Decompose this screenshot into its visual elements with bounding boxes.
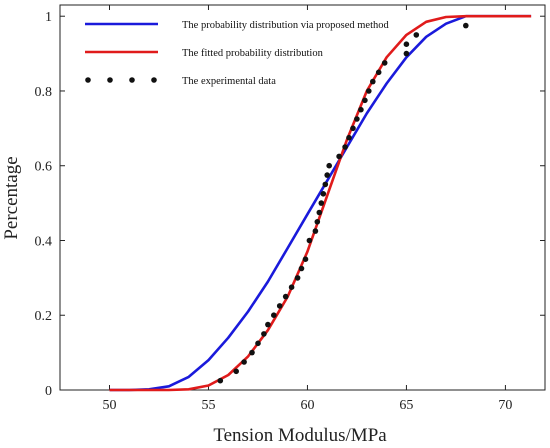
experimental-data-point bbox=[463, 22, 469, 29]
experimental-data-point bbox=[282, 293, 289, 300]
y-axis-title: Percentage bbox=[1, 156, 22, 239]
series-layer bbox=[109, 14, 532, 392]
experimental-data-point bbox=[324, 172, 331, 178]
x-tick-label: 70 bbox=[498, 398, 512, 413]
experimental-data-point bbox=[271, 312, 277, 319]
experimental-data-point bbox=[403, 50, 410, 57]
experimental-data-point bbox=[346, 134, 352, 141]
legend: The probability distribution via propose… bbox=[85, 20, 390, 87]
experimental-data-point bbox=[362, 97, 368, 104]
experimental-data-point bbox=[249, 349, 255, 356]
experimental-data-point bbox=[354, 116, 360, 122]
experimental-data-point bbox=[261, 331, 267, 337]
y-tick-label: 0.2 bbox=[35, 309, 53, 324]
experimental-data-point bbox=[375, 69, 382, 76]
experimental-data-point bbox=[326, 162, 333, 169]
experimental-data-point bbox=[312, 228, 319, 234]
y-tick-label: 0.8 bbox=[35, 85, 53, 100]
experimental-data-point bbox=[358, 106, 364, 113]
x-axis-ticks: 50 55 60 65 70 bbox=[102, 5, 512, 413]
experimental-data-point bbox=[241, 359, 247, 365]
experimental-data-point bbox=[298, 265, 305, 272]
y-tick-label: 1 bbox=[45, 10, 52, 25]
experimental-data-point bbox=[320, 191, 327, 197]
experimental-data-point bbox=[350, 125, 356, 132]
experimental-data-point bbox=[294, 275, 301, 281]
experimental-data-point bbox=[233, 368, 239, 375]
experimental-data-point bbox=[288, 284, 295, 291]
x-tick-label: 50 bbox=[102, 398, 116, 413]
x-tick-label: 55 bbox=[201, 398, 215, 413]
experimental-data-point bbox=[316, 209, 323, 216]
experimental-data-point bbox=[381, 60, 388, 66]
experimental-data-point bbox=[336, 153, 342, 160]
y-tick-label: 0 bbox=[45, 384, 52, 399]
experimental-data-point bbox=[302, 256, 309, 263]
y-tick-label: 0.4 bbox=[35, 234, 53, 249]
y-axis-ticks: 0 0.2 0.4 0.6 0.8 1 bbox=[35, 10, 545, 399]
legend-swatch-dot bbox=[151, 77, 157, 83]
experimental-data-point bbox=[217, 377, 224, 384]
x-tick-label: 60 bbox=[300, 398, 314, 413]
experimental-data-point bbox=[342, 144, 348, 150]
experimental-data-point bbox=[413, 32, 420, 38]
legend-label: The experimental data bbox=[182, 76, 276, 87]
experimental-data-point bbox=[314, 219, 321, 225]
legend-label: The probability distribution via propose… bbox=[182, 20, 390, 31]
experimental-data-point bbox=[306, 237, 313, 244]
legend-label: The fitted probability distribution bbox=[182, 48, 324, 59]
experimental-data-point bbox=[255, 340, 261, 347]
legend-swatch-dot bbox=[107, 77, 113, 83]
legend-swatch-dot bbox=[129, 77, 135, 83]
x-tick-label: 65 bbox=[399, 398, 413, 413]
experimental-data-point bbox=[322, 181, 329, 188]
legend-swatch-dot bbox=[85, 77, 91, 83]
experimental-data-point bbox=[318, 200, 325, 206]
y-tick-label: 0.6 bbox=[35, 160, 53, 175]
experimental-data-point bbox=[366, 88, 372, 94]
plot-frame bbox=[59, 4, 546, 391]
proposed-method-curve bbox=[109, 14, 532, 392]
experimental-data-point bbox=[265, 321, 271, 328]
experimental-data-point bbox=[370, 78, 376, 85]
x-axis-title: Tension Modulus/MPa bbox=[213, 425, 387, 446]
experimental-data-point bbox=[403, 41, 410, 47]
experimental-data-point bbox=[276, 303, 283, 309]
